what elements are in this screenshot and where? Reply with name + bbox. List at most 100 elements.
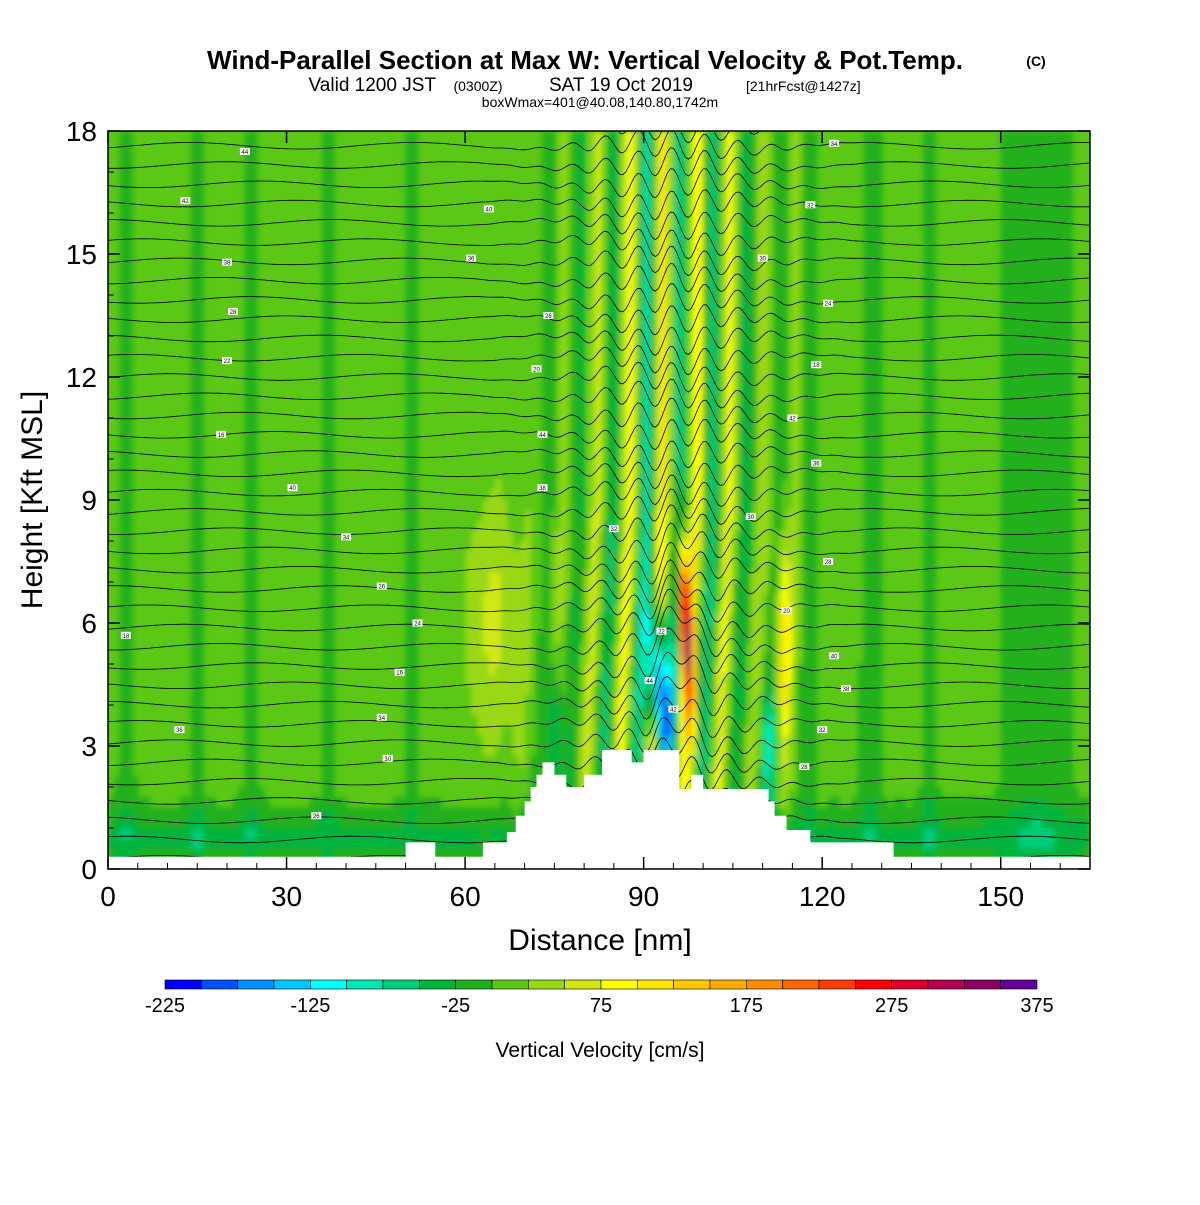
field-cell: [875, 438, 883, 450]
field-cell: [328, 684, 335, 696]
field-cell: [637, 264, 645, 276]
field-cell: [685, 561, 692, 573]
field-cell: [590, 131, 597, 142]
field-cell: [1024, 838, 1032, 850]
field-cell: [727, 756, 734, 768]
field-cell: [322, 653, 329, 665]
field-cell: [703, 151, 710, 163]
field-cell: [774, 305, 782, 317]
field-cell: [607, 571, 615, 583]
field-cell: [494, 664, 502, 675]
field-cell: [304, 848, 311, 860]
field-cell: [649, 233, 657, 245]
field-cell: [119, 602, 127, 614]
field-cell: [191, 500, 198, 511]
field-cell: [685, 582, 692, 593]
field-cell: [500, 797, 508, 809]
field-cell: [851, 797, 859, 809]
field-cell: [233, 848, 240, 860]
field-cell: [875, 551, 883, 563]
field-cell: [732, 161, 740, 173]
field-cell: [554, 756, 561, 768]
field-cell: [691, 725, 698, 737]
field-cell: [703, 397, 710, 409]
field-cell: [1006, 653, 1014, 665]
field-cell: [756, 438, 764, 450]
field-cell: [804, 346, 811, 358]
field-cell: [703, 705, 710, 716]
field-cell: [863, 479, 871, 491]
field-cell: [810, 387, 817, 399]
field-cell: [405, 243, 413, 255]
field-cell: [804, 223, 811, 235]
field-cell: [560, 223, 567, 235]
field-cell: [542, 336, 550, 347]
field-cell: [322, 284, 329, 296]
field-cell: [542, 602, 550, 614]
field-cell: [822, 828, 829, 839]
field-cell: [578, 735, 585, 747]
field-cell: [923, 346, 930, 358]
field-cell: [477, 715, 484, 727]
field-cell: [411, 766, 419, 778]
field-cell: [869, 776, 877, 788]
field-cell: [1006, 131, 1014, 142]
field-cell: [756, 428, 764, 440]
field-cell: [649, 653, 657, 665]
field-cell: [1006, 746, 1014, 757]
field-cell: [774, 131, 782, 142]
field-cell: [488, 807, 496, 819]
field-cell: [673, 243, 680, 255]
field-cell: [328, 817, 335, 829]
field-cell: [744, 418, 752, 429]
field-cell: [727, 254, 734, 265]
field-cell: [500, 541, 508, 552]
field-cell: [119, 213, 127, 224]
field-cell: [953, 817, 960, 829]
field-cell: [590, 407, 597, 419]
field-cell: [363, 848, 371, 860]
field-cell: [393, 838, 401, 850]
field-cell: [732, 151, 740, 163]
field-cell: [244, 192, 252, 204]
field-cell: [1000, 838, 1008, 850]
field-cell: [500, 633, 508, 645]
field-cell: [197, 131, 204, 142]
field-cell: [488, 664, 496, 675]
field-cell: [566, 664, 573, 675]
field-cell: [488, 612, 496, 624]
field-cell: [244, 725, 252, 737]
field-cell: [750, 469, 758, 481]
field-cell: [911, 828, 919, 839]
field-cell: [477, 633, 484, 645]
field-cell: [119, 551, 127, 563]
field-cell: [637, 233, 645, 245]
field-cell: [250, 848, 258, 860]
field-cell: [1000, 284, 1008, 296]
field-cell: [536, 766, 544, 778]
field-cell: [1018, 817, 1026, 829]
field-cell: [1018, 551, 1026, 563]
field-cell: [572, 192, 579, 204]
field-cell: [250, 715, 258, 727]
field-cell: [875, 182, 883, 194]
field-cell: [750, 397, 758, 409]
field-cell: [923, 377, 930, 388]
field-cell: [768, 694, 776, 706]
field-cell: [607, 551, 615, 563]
field-cell: [619, 612, 627, 624]
field-cell: [875, 705, 883, 716]
field-cell: [899, 828, 907, 839]
field-cell: [679, 653, 686, 665]
field-cell: [125, 387, 133, 399]
field-cell: [114, 817, 121, 829]
field-cell: [328, 694, 335, 706]
field-cell: [1018, 705, 1026, 716]
field-cell: [244, 377, 252, 388]
field-cell: [709, 315, 716, 327]
field-cell: [703, 582, 710, 593]
field-cell: [631, 612, 639, 624]
field-cell: [1012, 817, 1020, 829]
field-cell: [328, 776, 335, 788]
field-cell: [679, 510, 686, 522]
